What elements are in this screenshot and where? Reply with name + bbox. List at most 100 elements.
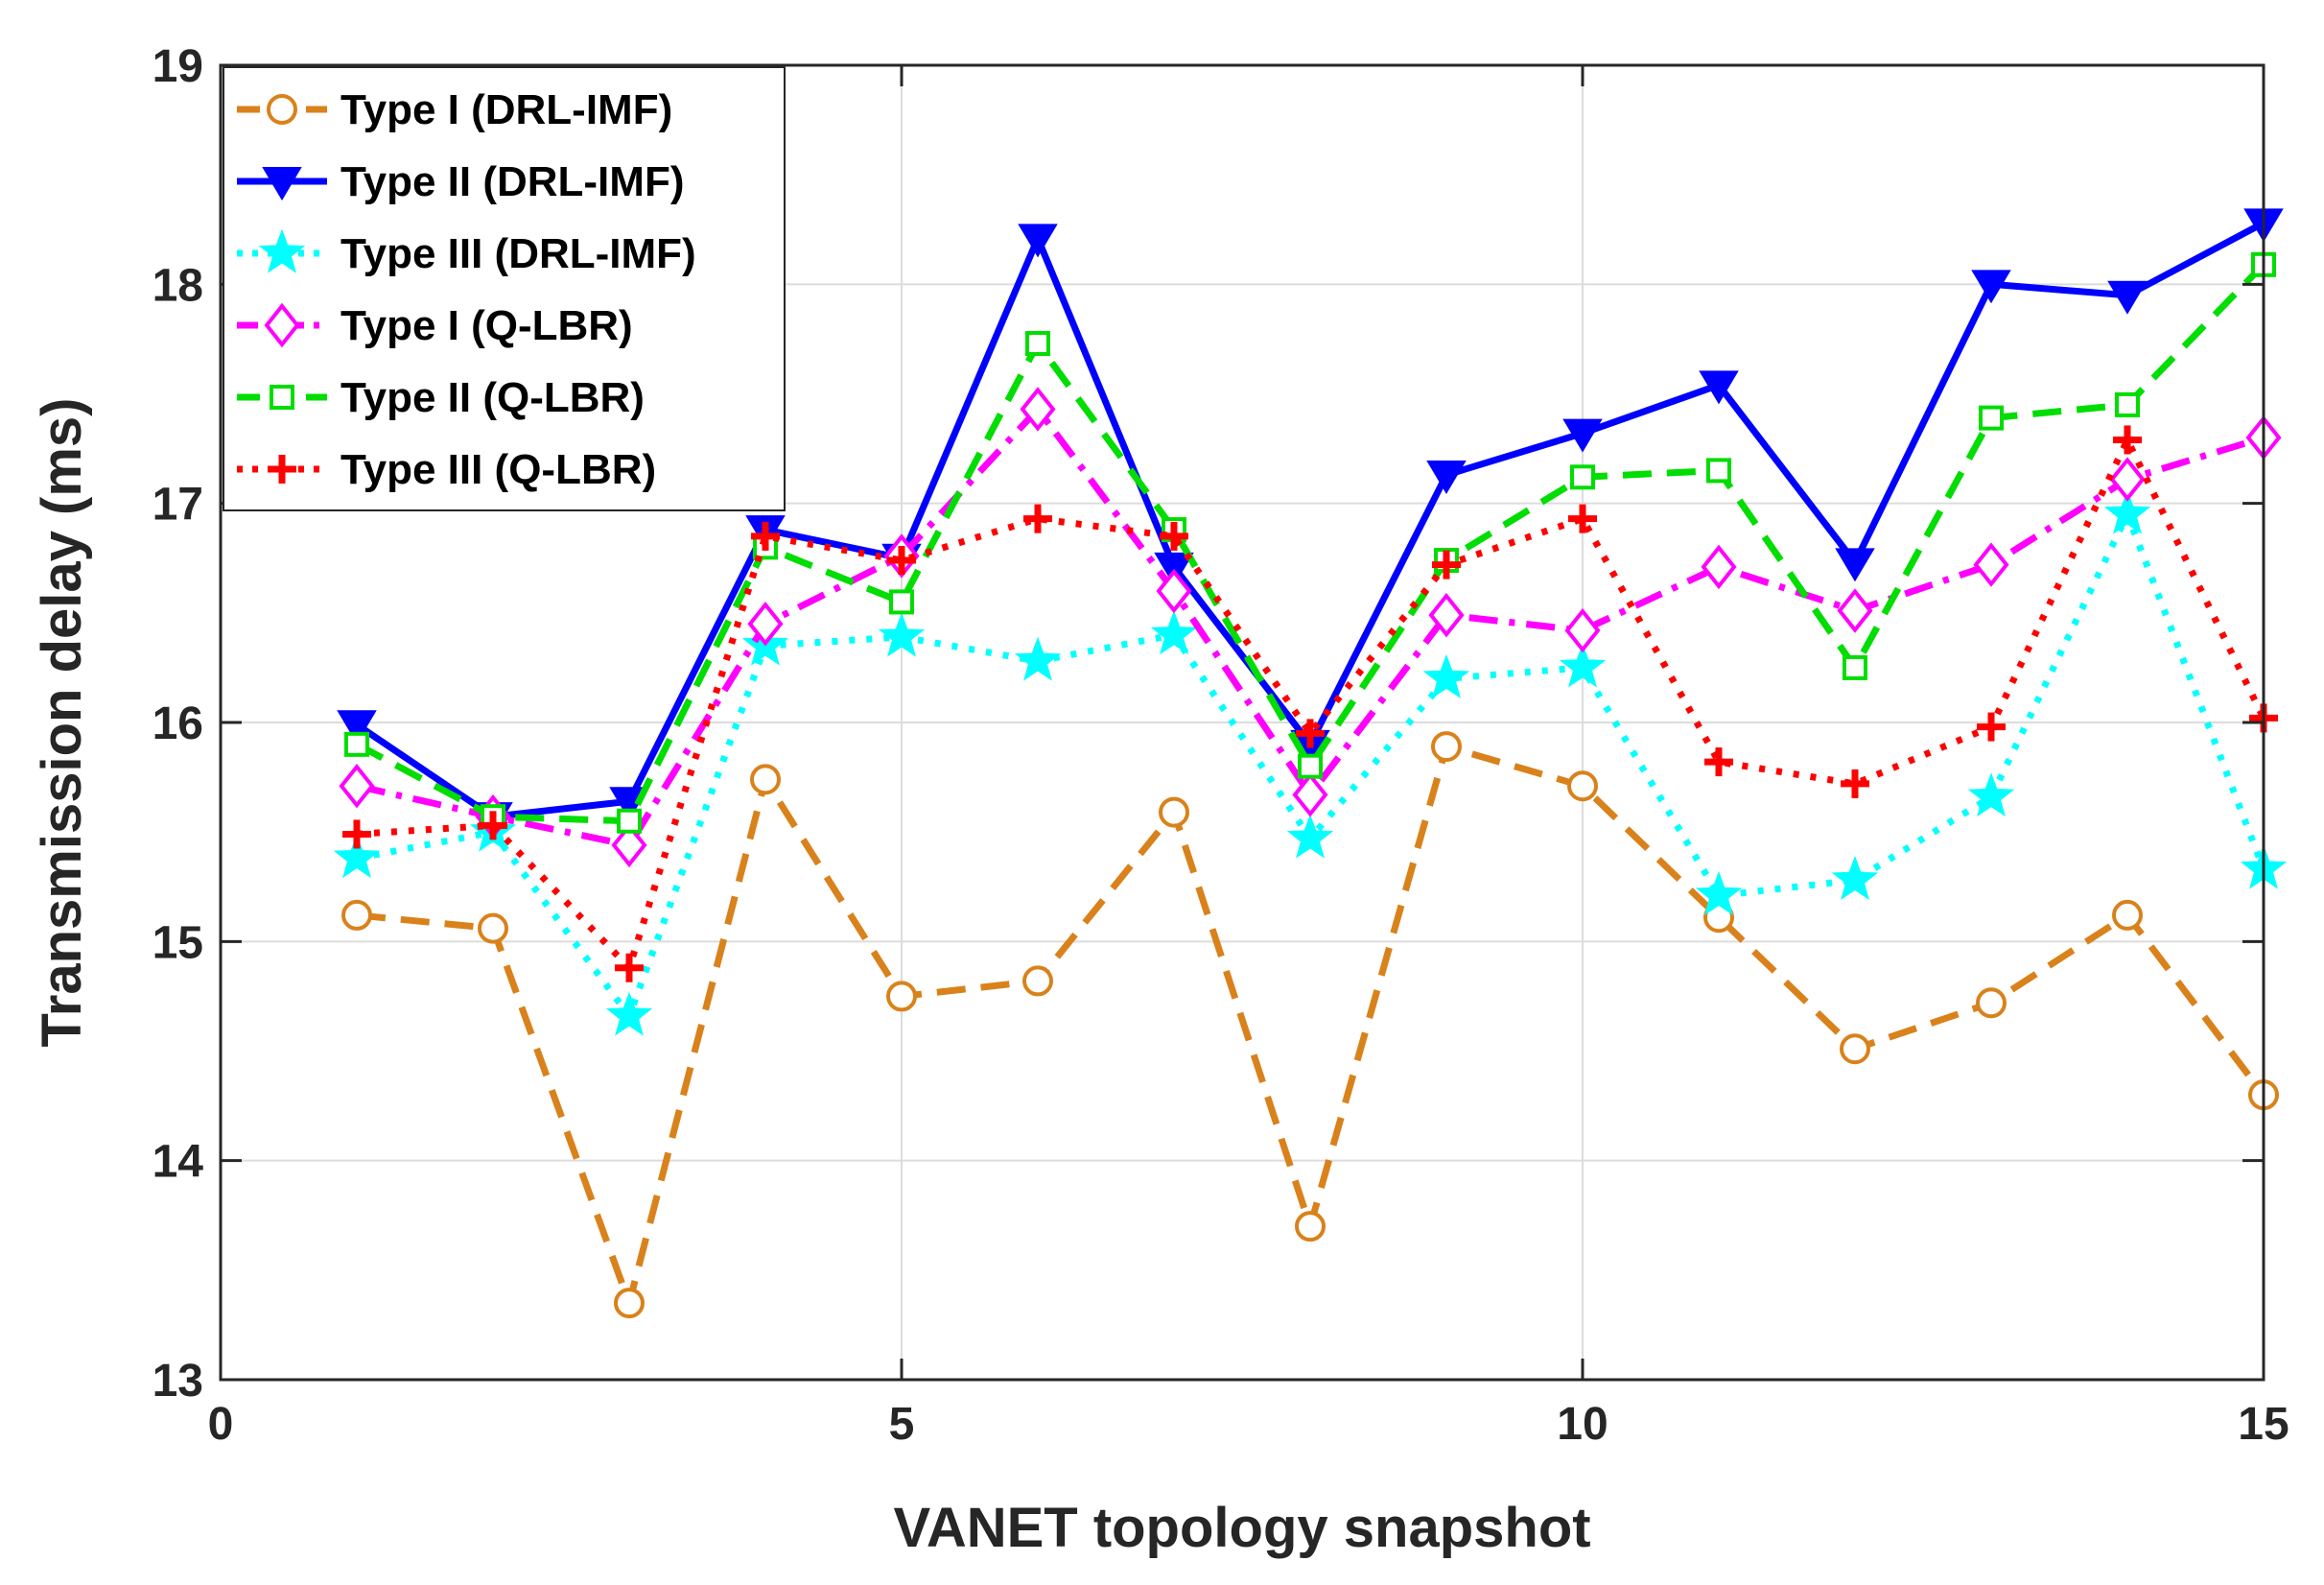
legend-marker-3: [264, 302, 300, 348]
data-point-5-1: [479, 811, 507, 840]
data-point-2-12: [1967, 772, 2015, 817]
legend-label-3: Type I (Q-LBR): [340, 302, 633, 349]
data-point-0-3: [750, 764, 781, 795]
data-point-0-9: [1567, 770, 1598, 802]
data-point-2-9: [1559, 643, 1607, 688]
data-point-3-13: [2109, 457, 2146, 502]
data-point-0-12: [1976, 987, 2007, 1019]
data-point-4-13: [2115, 391, 2140, 417]
data-point-5-7: [1296, 719, 1325, 748]
data-point-4-12: [1979, 405, 2004, 431]
data-point-1-13: [2107, 280, 2148, 315]
data-point-2-8: [1422, 653, 1470, 698]
data-point-3-6: [1156, 568, 1192, 614]
data-point-0-4: [886, 981, 917, 1012]
data-point-5-10: [1704, 747, 1733, 777]
data-point-5-13: [2113, 425, 2142, 455]
legend-marker-1: [262, 167, 302, 201]
data-point-3-2: [611, 822, 647, 868]
data-point-2-5: [1014, 636, 1062, 681]
data-point-5-9: [1568, 504, 1597, 533]
data-point-2-7: [1286, 814, 1334, 859]
data-point-2-0: [333, 834, 381, 879]
data-point-2-10: [1695, 870, 1743, 915]
data-point-1-12: [1971, 270, 2011, 304]
data-point-5-12: [1977, 712, 2006, 742]
data-point-0-1: [478, 912, 508, 944]
data-point-1-9: [1562, 418, 1603, 453]
y-tick-label: 16: [153, 698, 203, 749]
data-point-1-8: [1426, 460, 1467, 494]
legend-marker-2: [258, 228, 306, 273]
data-point-4-7: [1298, 753, 1323, 779]
data-point-1-5: [1018, 224, 1058, 258]
data-point-5-4: [887, 546, 916, 576]
series-0: [341, 731, 2279, 1319]
data-point-3-10: [1701, 544, 1737, 590]
data-point-5-11: [1841, 769, 1869, 798]
data-point-5-6: [1160, 521, 1188, 551]
data-point-5-0: [342, 819, 371, 849]
data-point-3-3: [747, 602, 784, 647]
data-point-2-2: [605, 991, 653, 1036]
y-tick-label: 17: [153, 480, 203, 531]
data-point-4-0: [344, 731, 369, 757]
data-point-1-0: [337, 710, 377, 745]
x-tick-label: 5: [889, 1399, 915, 1450]
x-tick-label: 10: [1557, 1399, 1608, 1450]
legend-box: [223, 66, 786, 511]
data-point-0-6: [1159, 796, 1189, 828]
data-point-3-5: [1020, 387, 1056, 432]
data-point-4-2: [617, 808, 642, 834]
axis-ticks: 0 5 10 15 13 14 15 16 17 18 19: [153, 41, 2289, 1450]
data-point-4-11: [1843, 654, 1867, 680]
data-point-0-2: [614, 1288, 645, 1319]
data-point-3-7: [1292, 772, 1328, 817]
series-line-3: [356, 406, 2265, 849]
x-tick-label: 0: [208, 1399, 234, 1450]
data-point-0-13: [2112, 899, 2143, 931]
data-point-2-6: [1150, 610, 1198, 655]
legend-marker-5: [268, 455, 296, 484]
data-point-0-0: [341, 899, 372, 931]
data-point-0-5: [1022, 965, 1053, 997]
data-point-2-11: [1831, 855, 1879, 900]
y-tick-label: 15: [153, 917, 203, 968]
series-line-5: [356, 437, 2267, 972]
data-point-0-11: [1840, 1033, 1870, 1065]
data-point-3-9: [1564, 607, 1601, 653]
data-point-2-13: [2103, 489, 2151, 534]
data-point-5-2: [615, 953, 644, 982]
y-tick-label: 18: [153, 260, 203, 311]
y-tick-label: 13: [153, 1356, 203, 1407]
legend-marker-0: [267, 94, 297, 125]
data-point-4-4: [889, 589, 914, 615]
data-point-3-8: [1428, 592, 1465, 638]
data-point-5-8: [1432, 550, 1461, 580]
data-point-1-11: [1835, 548, 1875, 582]
legend-label-2: Type III (DRL-IMF): [340, 230, 696, 277]
legend-marker-4: [270, 385, 294, 410]
y-axis-label: Transmission delay (ms): [31, 398, 93, 1048]
data-point-4-9: [1570, 464, 1595, 490]
legend: Type I (DRL-IMF) Type II (DRL-IMF) Type II…: [223, 66, 786, 511]
legend-label-0: Type I (DRL-IMF): [340, 86, 672, 133]
data-point-3-12: [1973, 542, 2009, 587]
data-point-0-7: [1295, 1211, 1326, 1242]
data-point-2-4: [878, 612, 926, 657]
legend-label-4: Type II (Q-LBR): [340, 374, 645, 421]
data-point-4-10: [1706, 458, 1731, 484]
data-point-5-3: [751, 521, 780, 551]
data-point-1-10: [1699, 370, 1739, 405]
data-point-5-5: [1023, 504, 1052, 533]
data-point-3-11: [1837, 588, 1873, 633]
y-tick-label: 14: [153, 1137, 204, 1188]
data-point-4-5: [1025, 330, 1050, 356]
x-tick-label: 15: [2238, 1399, 2289, 1450]
data-point-3-0: [339, 764, 375, 809]
x-axis-label: VANET topology snapshot: [893, 1497, 1590, 1559]
y-tick-label: 19: [153, 41, 203, 92]
legend-label-5: Type III (Q-LBR): [340, 446, 656, 493]
data-point-0-8: [1431, 731, 1462, 763]
